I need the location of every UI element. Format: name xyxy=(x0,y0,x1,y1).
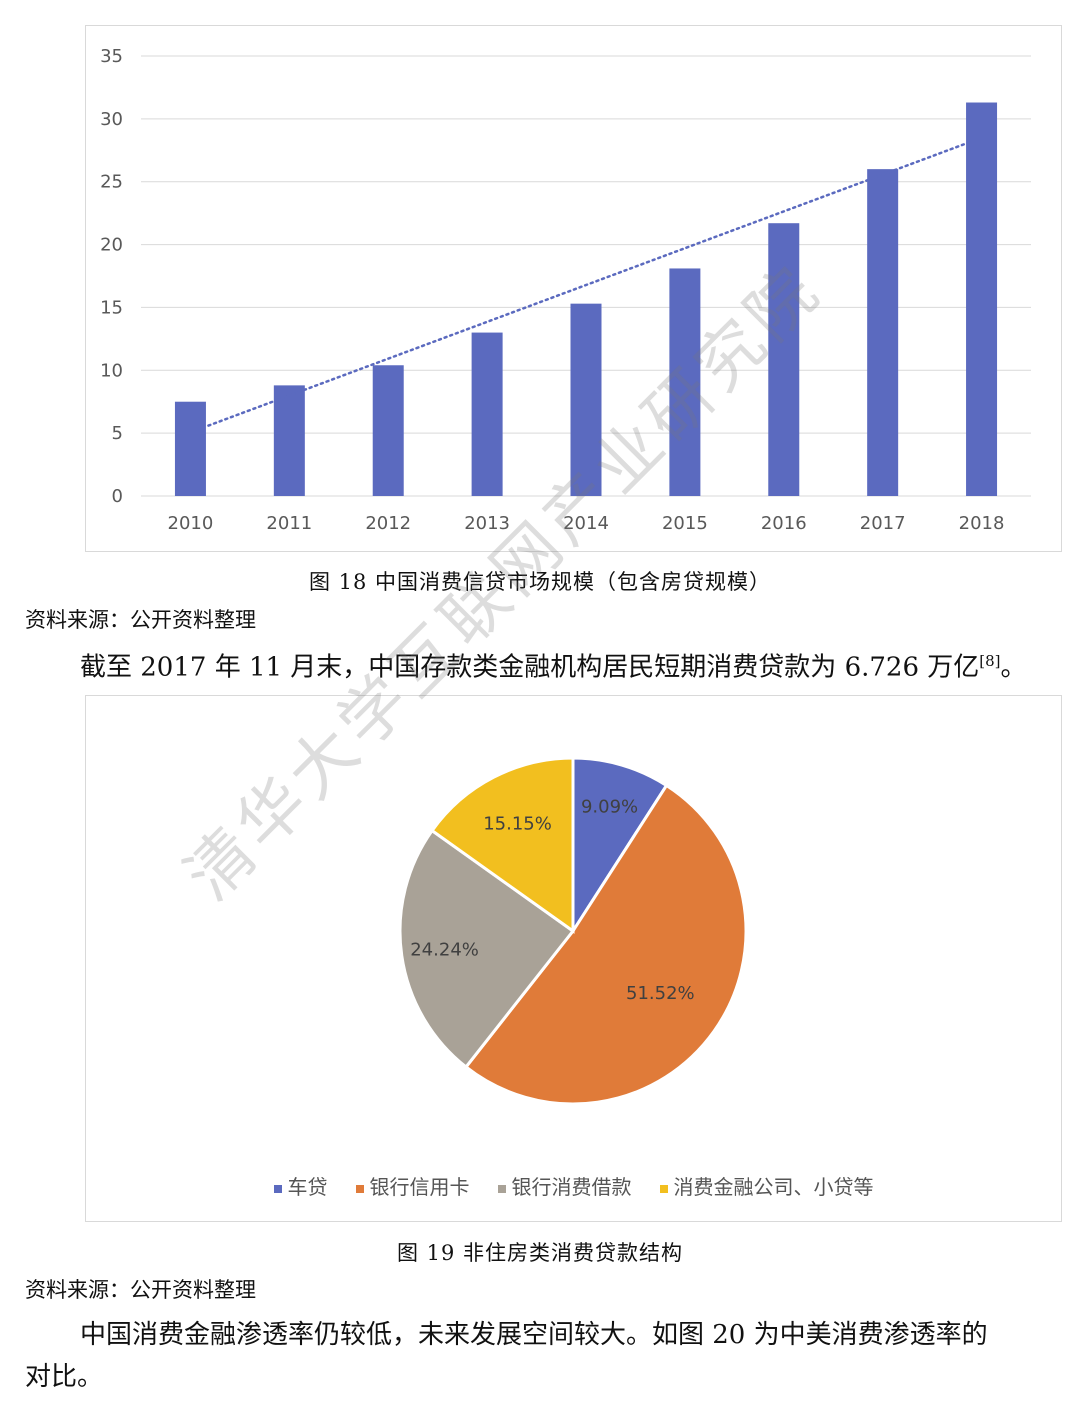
reference-8[interactable]: [8] xyxy=(979,652,1001,670)
legend-swatch xyxy=(355,1184,364,1193)
y-tick-label: 35 xyxy=(100,46,123,67)
x-tick-label: 2011 xyxy=(266,513,312,534)
paragraph-2-line-2: 对比。 xyxy=(25,1362,104,1392)
x-tick-label: 2016 xyxy=(761,513,807,534)
legend-label: 车贷 xyxy=(287,1175,328,1199)
legend-swatch xyxy=(659,1184,668,1193)
pie-data-label: 15.15% xyxy=(483,813,552,834)
pie-slice-3 xyxy=(429,756,575,934)
legend-item: 银行消费借款 xyxy=(497,1171,632,1200)
pie-data-label: 9.09% xyxy=(581,797,638,818)
pie-chart-frame: 9.09% 51.52% 24.24% 15.15% 车贷 银行信用卡 银行消费借款 消费金… xyxy=(85,695,1062,1222)
source-note-1: 资料来源：公开资料整理 xyxy=(25,608,256,632)
legend-label: 银行消费借款 xyxy=(511,1175,632,1199)
bar-2010 xyxy=(174,401,206,496)
trendline xyxy=(207,140,973,427)
legend-label: 消费金融公司、小贷等 xyxy=(673,1175,874,1199)
bar-2017 xyxy=(867,169,899,496)
pie-data-label: 51.52% xyxy=(626,983,695,1004)
y-tick-label: 0 xyxy=(112,486,123,507)
source-note-2: 资料来源：公开资料整理 xyxy=(25,1278,256,1302)
bar-2014 xyxy=(570,303,602,496)
pie-slice-0 xyxy=(571,756,669,937)
x-tick-label: 2013 xyxy=(464,513,510,534)
x-tick-label: 2010 xyxy=(168,513,214,534)
legend-item: 银行信用卡 xyxy=(355,1171,470,1200)
pie-legend: 车贷 银行信用卡 银行消费借款 消费金融公司、小贷等 xyxy=(86,1171,1061,1200)
y-tick-label: 15 xyxy=(100,297,123,318)
paragraph-1-text: 截至 2017 年 11 月末，中国存款类金融机构居民短期消费贷款为 6.726… xyxy=(80,652,980,683)
figure-19-caption: 图 19 非住房类消费贷款结构 xyxy=(396,1241,684,1265)
pie-slice-1 xyxy=(463,783,748,1106)
y-tick-label: 10 xyxy=(100,360,123,381)
figure-18-caption: 图 18 中国消费信贷市场规模（包含房贷规模） xyxy=(308,570,772,594)
x-tick-label: 2017 xyxy=(860,513,906,534)
bar-2015 xyxy=(669,268,701,496)
bar-chart: 0 5 10 15 20 25 30 35 2010 2011 2012 2013 2014 2015 20… xyxy=(100,46,1031,534)
paragraph-1: 截至 2017 年 11 月末，中国存款类金融机构居民短期消费贷款为 6.726… xyxy=(25,640,1060,689)
y-tick-label: 20 xyxy=(100,235,123,256)
x-tick-label: 2014 xyxy=(563,513,609,534)
pie-data-label: 24.24% xyxy=(410,939,479,960)
pie-slice-2 xyxy=(398,828,576,1070)
legend-item: 车贷 xyxy=(273,1171,328,1200)
legend-item: 消费金融公司、小贷等 xyxy=(659,1171,874,1200)
paragraph-2: 中国消费金融渗透率仍较低，未来发展空间较大。如图 20 为中美消费渗透率的 对比… xyxy=(25,1314,1060,1398)
bar-2016 xyxy=(768,223,800,496)
bar-2013 xyxy=(471,332,503,496)
y-tick-label: 25 xyxy=(100,172,123,193)
legend-swatch xyxy=(497,1184,506,1193)
x-tick-label: 2012 xyxy=(365,513,411,534)
bar-chart-frame: 0 5 10 15 20 25 30 35 2010 2011 2012 2013 2014 2015 20… xyxy=(85,25,1062,552)
bar-2011 xyxy=(273,385,305,496)
bar-2012 xyxy=(372,365,404,496)
pie-chart: 9.09% 51.52% 24.24% 15.15% xyxy=(398,756,748,1106)
legend-label: 银行信用卡 xyxy=(369,1175,470,1199)
y-tick-label: 5 xyxy=(112,423,123,444)
paragraph-1-end: 。 xyxy=(1000,652,1027,683)
y-tick-label: 30 xyxy=(100,109,123,130)
legend-swatch xyxy=(273,1184,282,1193)
x-tick-label: 2015 xyxy=(662,513,708,534)
bar-2018 xyxy=(966,102,998,496)
x-tick-label: 2018 xyxy=(959,513,1005,534)
paragraph-2-line-1: 中国消费金融渗透率仍较低，未来发展空间较大。如图 20 为中美消费渗透率的 xyxy=(80,1320,988,1350)
